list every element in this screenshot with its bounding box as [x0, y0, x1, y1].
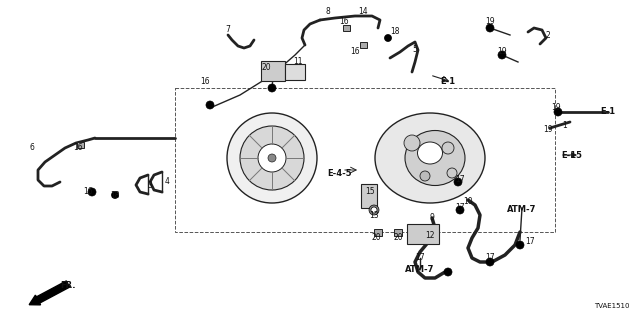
Circle shape [240, 126, 304, 190]
Circle shape [111, 191, 118, 198]
Circle shape [447, 168, 457, 178]
Ellipse shape [375, 113, 485, 203]
Circle shape [420, 171, 430, 181]
Text: FR.: FR. [60, 282, 76, 291]
Text: 1: 1 [563, 121, 568, 130]
Text: 13: 13 [369, 211, 379, 220]
Circle shape [404, 135, 420, 151]
Circle shape [554, 108, 562, 116]
Bar [175, 88, 555, 232]
Text: 5: 5 [413, 45, 417, 54]
Text: 18: 18 [110, 190, 120, 199]
Circle shape [486, 258, 494, 266]
Circle shape [442, 142, 454, 154]
Circle shape [268, 84, 276, 92]
Text: E-4-5: E-4-5 [328, 169, 352, 178]
Text: 19: 19 [551, 103, 561, 113]
Text: 20: 20 [393, 234, 403, 243]
Circle shape [456, 206, 464, 214]
Ellipse shape [405, 131, 465, 186]
Text: 15: 15 [365, 188, 375, 196]
Text: 16: 16 [83, 188, 93, 196]
Bar [342, 25, 349, 31]
Text: 17: 17 [455, 175, 465, 185]
Text: 19: 19 [485, 18, 495, 27]
Bar [77, 142, 83, 148]
Circle shape [88, 188, 96, 196]
Text: E-15: E-15 [561, 150, 582, 159]
Circle shape [444, 268, 452, 276]
FancyBboxPatch shape [285, 64, 305, 80]
Text: 3: 3 [148, 180, 152, 189]
Text: 17: 17 [485, 253, 495, 262]
Circle shape [227, 113, 317, 203]
Text: 11: 11 [293, 58, 303, 67]
Text: 9: 9 [429, 213, 435, 222]
Circle shape [369, 205, 379, 215]
Bar [374, 228, 382, 236]
Text: 4: 4 [164, 178, 170, 187]
Text: E-1: E-1 [440, 77, 456, 86]
Text: 6: 6 [29, 143, 35, 153]
Text: 19: 19 [543, 125, 553, 134]
Text: 2: 2 [546, 30, 550, 39]
Circle shape [498, 51, 506, 59]
Bar [394, 228, 402, 236]
Text: 14: 14 [358, 7, 368, 17]
Text: ATM-7: ATM-7 [405, 266, 435, 275]
Text: 17: 17 [525, 237, 535, 246]
Text: 12: 12 [425, 230, 435, 239]
Circle shape [385, 35, 392, 42]
Text: 19: 19 [497, 47, 507, 57]
Text: ATM-7: ATM-7 [508, 205, 537, 214]
Text: 18: 18 [390, 28, 400, 36]
Circle shape [206, 101, 214, 109]
Text: 16: 16 [350, 47, 360, 57]
Circle shape [454, 178, 462, 186]
Text: E-1: E-1 [600, 108, 616, 116]
Circle shape [371, 207, 377, 213]
Text: 17: 17 [415, 253, 425, 262]
Circle shape [258, 144, 286, 172]
Circle shape [516, 241, 524, 249]
FancyBboxPatch shape [261, 61, 285, 81]
Circle shape [268, 154, 276, 162]
Text: TVAE1510: TVAE1510 [595, 303, 630, 309]
Text: 17: 17 [455, 204, 465, 212]
FancyBboxPatch shape [361, 184, 377, 208]
Text: 20: 20 [261, 63, 271, 73]
Bar [360, 42, 367, 48]
FancyArrow shape [29, 281, 70, 305]
Ellipse shape [417, 142, 442, 164]
Text: 8: 8 [326, 7, 330, 17]
Text: 16: 16 [200, 77, 210, 86]
Text: 10: 10 [463, 197, 473, 206]
Text: 16: 16 [73, 143, 83, 153]
Text: 7: 7 [225, 26, 230, 35]
Circle shape [486, 24, 494, 32]
FancyBboxPatch shape [407, 224, 439, 244]
Text: 16: 16 [339, 18, 349, 27]
Text: 20: 20 [371, 234, 381, 243]
